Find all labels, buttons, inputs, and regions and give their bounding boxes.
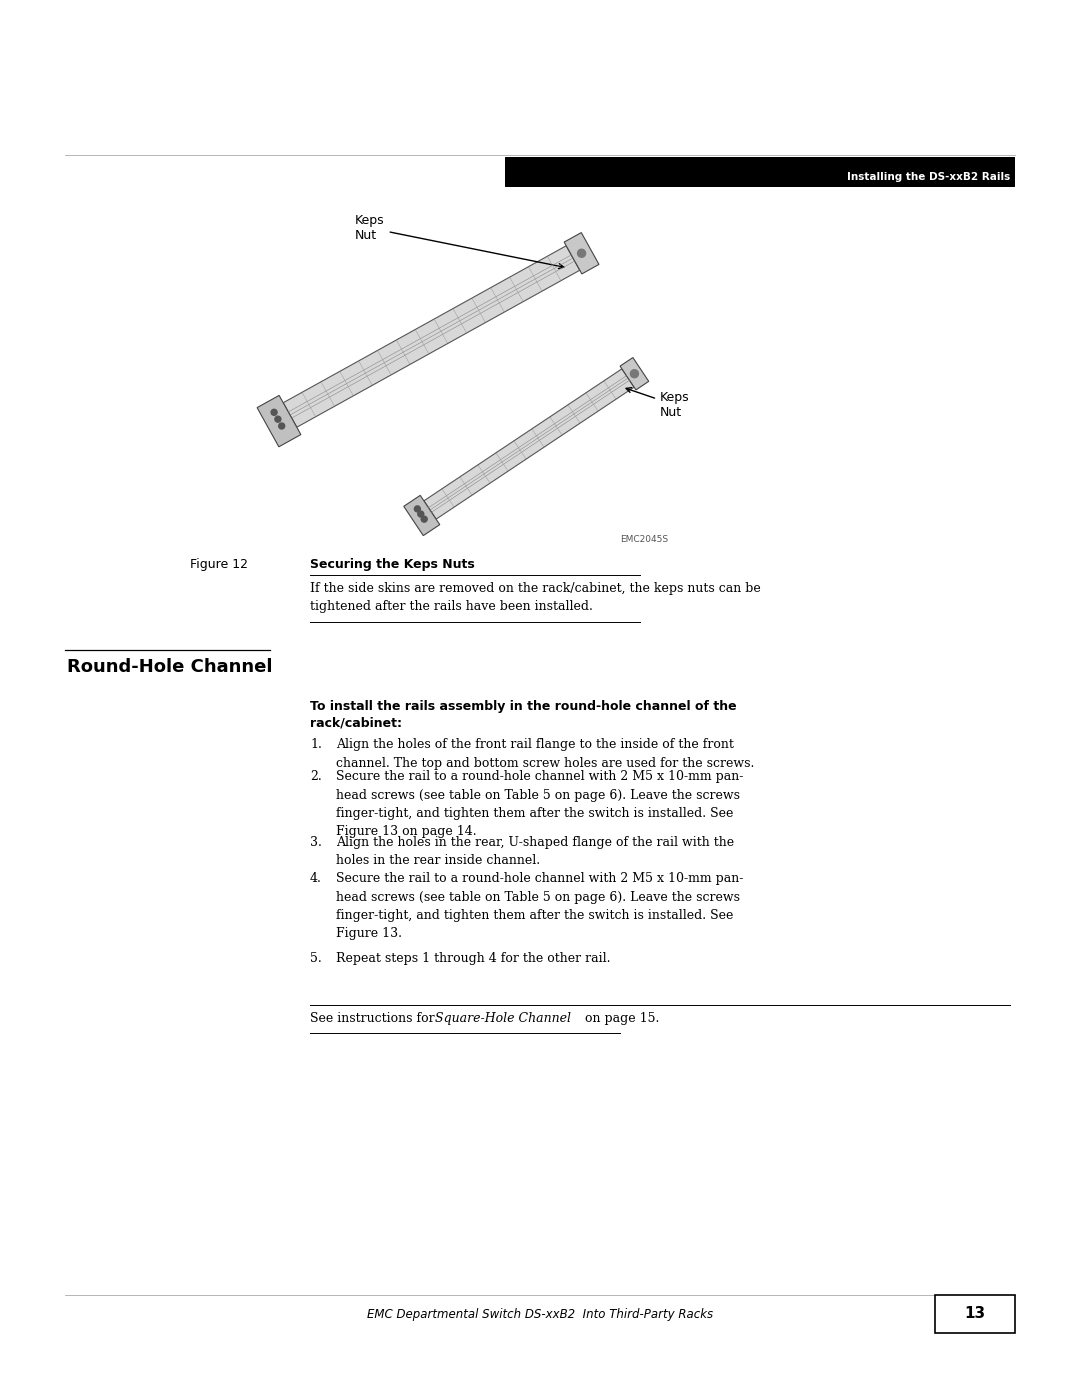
Text: Align the holes in the rear, U-shaped flange of the rail with the
holes in the r: Align the holes in the rear, U-shaped fl… <box>336 835 734 868</box>
Circle shape <box>578 249 585 257</box>
Text: rack/cabinet:: rack/cabinet: <box>310 717 402 731</box>
Circle shape <box>415 506 420 511</box>
Text: EMC Departmental Switch DS-xxB2  Into Third-Party Racks: EMC Departmental Switch DS-xxB2 Into Thi… <box>367 1308 713 1322</box>
Polygon shape <box>620 358 649 390</box>
Text: Repeat steps 1 through 4 for the other rail.: Repeat steps 1 through 4 for the other r… <box>336 951 610 965</box>
Text: Square-Hole Channel: Square-Hole Channel <box>435 1011 571 1025</box>
Text: If the side skins are removed on the rack/cabinet, the keps nuts can be: If the side skins are removed on the rac… <box>310 583 760 595</box>
Text: 13: 13 <box>964 1306 986 1322</box>
Polygon shape <box>283 246 580 427</box>
Text: Installing the DS-xxB2 Rails: Installing the DS-xxB2 Rails <box>847 172 1010 182</box>
Text: 2.: 2. <box>310 770 322 782</box>
Bar <box>505 156 1015 187</box>
Text: Align the holes of the front rail flange to the inside of the front
channel. The: Align the holes of the front rail flange… <box>336 738 754 770</box>
Polygon shape <box>423 369 634 520</box>
Text: See instructions for: See instructions for <box>310 1011 438 1025</box>
Bar <box>935 1295 1015 1333</box>
Text: 3.: 3. <box>310 835 322 849</box>
Circle shape <box>271 409 278 415</box>
Circle shape <box>275 416 281 422</box>
Text: Round-Hole Channel: Round-Hole Channel <box>67 658 272 676</box>
Text: on page 15.: on page 15. <box>581 1011 660 1025</box>
Text: tightened after the rails have been installed.: tightened after the rails have been inst… <box>310 599 593 613</box>
Circle shape <box>421 515 428 522</box>
Text: 5.: 5. <box>310 951 322 965</box>
Text: EMC2045S: EMC2045S <box>620 535 669 543</box>
Polygon shape <box>257 395 301 447</box>
Text: Securing the Keps Nuts: Securing the Keps Nuts <box>310 557 475 571</box>
Circle shape <box>631 370 638 377</box>
Polygon shape <box>404 496 440 535</box>
Text: Figure 12: Figure 12 <box>190 557 248 571</box>
Circle shape <box>279 423 285 429</box>
Text: Keps
Nut: Keps Nut <box>626 387 690 419</box>
Text: 1.: 1. <box>310 738 322 752</box>
Text: Keps
Nut: Keps Nut <box>355 214 564 268</box>
Text: To install the rails assembly in the round-hole channel of the: To install the rails assembly in the rou… <box>310 700 737 712</box>
Circle shape <box>418 511 423 517</box>
Polygon shape <box>564 232 599 274</box>
Text: Secure the rail to a round-hole channel with 2 M5 x 10-mm pan-
head screws (see : Secure the rail to a round-hole channel … <box>336 770 743 838</box>
Text: Secure the rail to a round-hole channel with 2 M5 x 10-mm pan-
head screws (see : Secure the rail to a round-hole channel … <box>336 872 743 940</box>
Text: 4.: 4. <box>310 872 322 886</box>
